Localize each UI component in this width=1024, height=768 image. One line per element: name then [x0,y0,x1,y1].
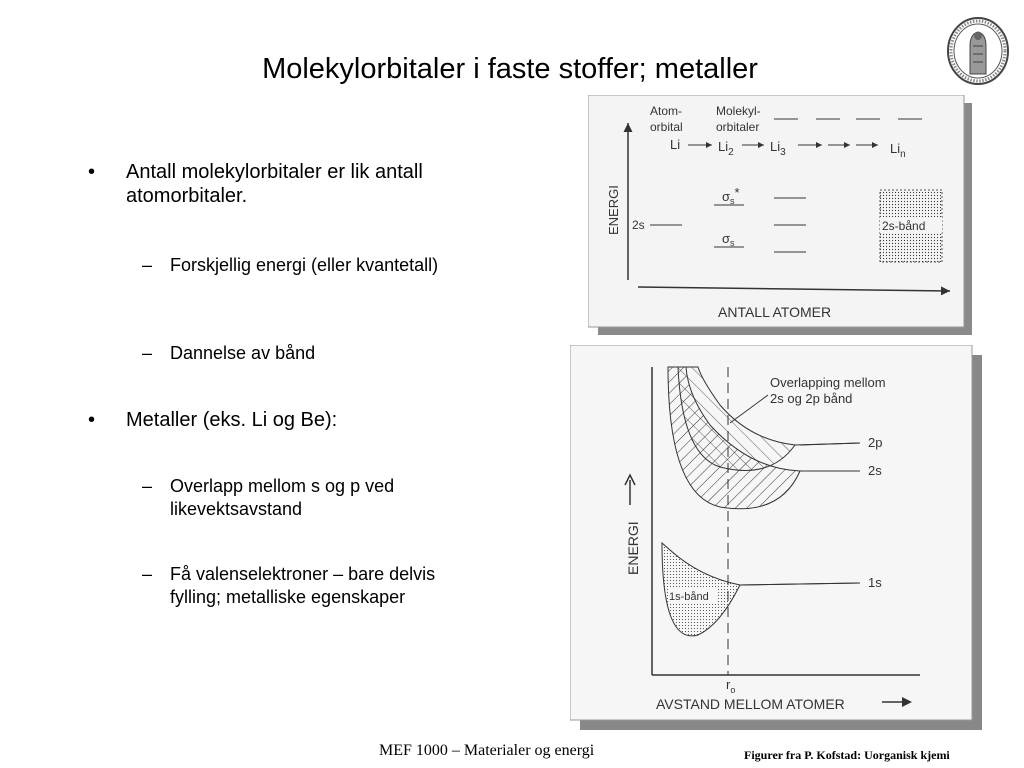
figure-credit: Figurer fra P. Kofstad: Uorganisk kjemi [744,748,950,762]
bullet-text: Antall molekylorbitaler er lik antall at… [126,161,423,207]
sub-bullet-mark: – [142,564,153,584]
li3-label: Li3 [770,139,786,158]
2s-band-label: 2s-bånd [882,219,925,233]
bullet-mark: • [88,161,96,183]
2s-label: 2s [868,463,882,478]
university-seal-logo [947,17,1009,85]
y-axis-label: ENERGI [606,185,621,235]
1s-label: 1s [868,575,882,590]
li-label: Li [670,137,680,152]
molecular-orbital-label-2: orbitaler [716,120,759,134]
sub-bullet-text: Overlapp mellom s og p ved likevektsavst… [170,476,395,519]
overlap-note-2: 2s og 2p bånd [770,391,852,406]
sub-bullet-mark: – [142,343,153,363]
sigma-star-label: σs* [722,185,740,206]
molecular-orbital-label: Molekyl- [716,104,761,118]
sigma-label: σs [722,231,735,248]
bullet-text: Metaller (eks. Li og Be): [126,409,338,431]
sub-bullet-mark: – [142,476,153,496]
mo-energy-levels-figure: ENERGI ANTALL ATOMER Atom- orbital Molek… [588,95,972,335]
li2-label: Li2 [718,139,734,158]
atom-orbital-label: Atom- [650,104,682,118]
x-axis-label: AVSTAND MELLOM ATOMER [656,696,845,712]
footer-course: MEF 1000 – Materialer og energi [379,742,595,759]
sub-bullet-mark: – [142,255,153,275]
2p-label: 2p [868,435,882,450]
energy-band-distance-figure: ENERGI AVSTAND MELLOM ATOMER ro Overlapp… [570,345,982,730]
sub-bullet-text: Få valenselektroner – bare delvis fyllin… [170,564,436,607]
x-axis-label: ANTALL ATOMER [718,304,831,320]
y-axis-label: ENERGI [625,521,641,575]
bullet-mark: • [88,409,96,431]
slide-title: Molekylorbitaler i faste stoffer; metall… [262,53,758,85]
lin-label: Lin [890,141,906,160]
sub-bullet-text: Forskjellig energi (eller kvantetall) [170,255,439,275]
1s-band-label: 1s-bånd [669,591,709,603]
atom-orbital-label-2: orbital [650,120,683,134]
2s-label: 2s [632,218,645,232]
sub-bullet-text: Dannelse av bånd [170,343,316,363]
overlap-note-1: Overlapping mellom [770,375,886,390]
r0-label: ro [726,677,735,695]
